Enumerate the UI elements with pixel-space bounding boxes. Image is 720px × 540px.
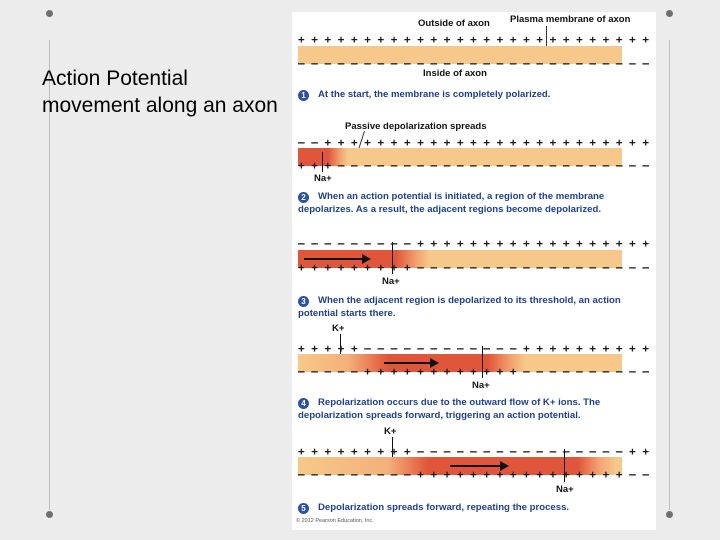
current-arrowhead-step3 — [362, 254, 371, 264]
copyright-notice: © 2012 Pearson Education, Inc. — [296, 518, 374, 524]
na-ion-label-step3: Na+ — [382, 276, 400, 287]
corner-dot-bottom-right — [666, 511, 673, 518]
plasma-membrane-label: Plasma membrane of axon — [510, 14, 631, 25]
membrane-step4 — [298, 354, 622, 372]
step-number-1: 1 — [298, 90, 309, 101]
current-arrow-step4 — [384, 362, 430, 364]
k-ion-label-step5: K+ — [384, 426, 397, 437]
inside-of-axon-label: Inside of axon — [423, 68, 487, 79]
slide-title: Action Potential movement along an axon — [42, 67, 278, 117]
step-number-3: 3 — [298, 296, 309, 307]
charges-step4-bottom: – – – – – + + + + + + + + + + + + – – – … — [298, 365, 649, 378]
corner-dot-top-right — [666, 10, 673, 17]
na-ion-label-step4: Na+ — [472, 380, 490, 391]
na-arrow-step5 — [564, 449, 565, 482]
k-arrow-step4 — [340, 334, 341, 372]
na-arrow-step2 — [322, 152, 323, 172]
step-text-5: Depolarization spreads forward, repeatin… — [318, 502, 570, 513]
step-text-4: Repolarization occurs due to the outward… — [298, 397, 601, 421]
step-number-2: 2 — [298, 192, 309, 203]
charges-step2-bottom: + + + – – – – – – – – – – – – – – – – – … — [298, 159, 649, 172]
na-ion-label-step2: Na+ — [314, 173, 332, 184]
corner-dot-top-left — [46, 10, 53, 17]
membrane-step1 — [298, 46, 622, 64]
charges-step4-top: + + + + + – – – – – – – – – – – – + + + … — [298, 342, 649, 355]
membrane-step2 — [298, 148, 622, 166]
charges-step1-top: + + + + + + + + + + + + + + + + + + + + … — [298, 33, 649, 46]
charges-step5-top: + + + + + + + + + – – – – – – – – – – – … — [298, 445, 649, 458]
slide-border-right — [669, 40, 670, 510]
charges-step3-bottom: + + + + + + + + + – – – – – – – – – – – … — [298, 261, 649, 274]
current-arrow-step5 — [450, 465, 500, 467]
action-potential-figure: Outside of axon Plasma membrane of axon … — [292, 12, 656, 530]
na-ion-label-step5: Na+ — [556, 484, 574, 495]
step-number-5: 5 — [298, 503, 309, 514]
k-ion-label-step4: K+ — [332, 323, 345, 334]
charges-step3-top: – – – – – – – – – + + + + + + + + + + + … — [298, 237, 649, 250]
step-text-1: At the start, the membrane is completely… — [318, 89, 551, 100]
charges-step1-bottom: – – – – – – – – – – – – – – – – – – – – … — [298, 57, 649, 70]
step-number-4: 4 — [298, 398, 309, 409]
step-text-2: When an action potential is initiated, a… — [298, 191, 605, 215]
passive-depolarization-label: Passive depolarization spreads — [345, 121, 487, 132]
outside-of-axon-label: Outside of axon — [418, 18, 490, 29]
charges-step5-bottom: – – – – – – – – – + + + + + + + + + + + … — [298, 468, 649, 481]
na-arrow-step3 — [392, 242, 393, 274]
step-text-3: When the adjacent region is depolarized … — [298, 295, 621, 319]
charges-step2-top: – – + + + + + + + + + + + + + + + + + + … — [298, 136, 649, 149]
na-arrow-step4 — [482, 346, 483, 378]
current-arrow-step3 — [304, 258, 362, 260]
corner-dot-bottom-left — [46, 511, 53, 518]
membrane-step3 — [298, 250, 622, 268]
slide-border-left — [49, 40, 50, 510]
current-arrowhead-step4 — [430, 358, 439, 368]
k-arrow-step5 — [392, 437, 393, 475]
current-arrowhead-step5 — [500, 461, 509, 471]
membrane-pointer-line — [546, 26, 547, 54]
